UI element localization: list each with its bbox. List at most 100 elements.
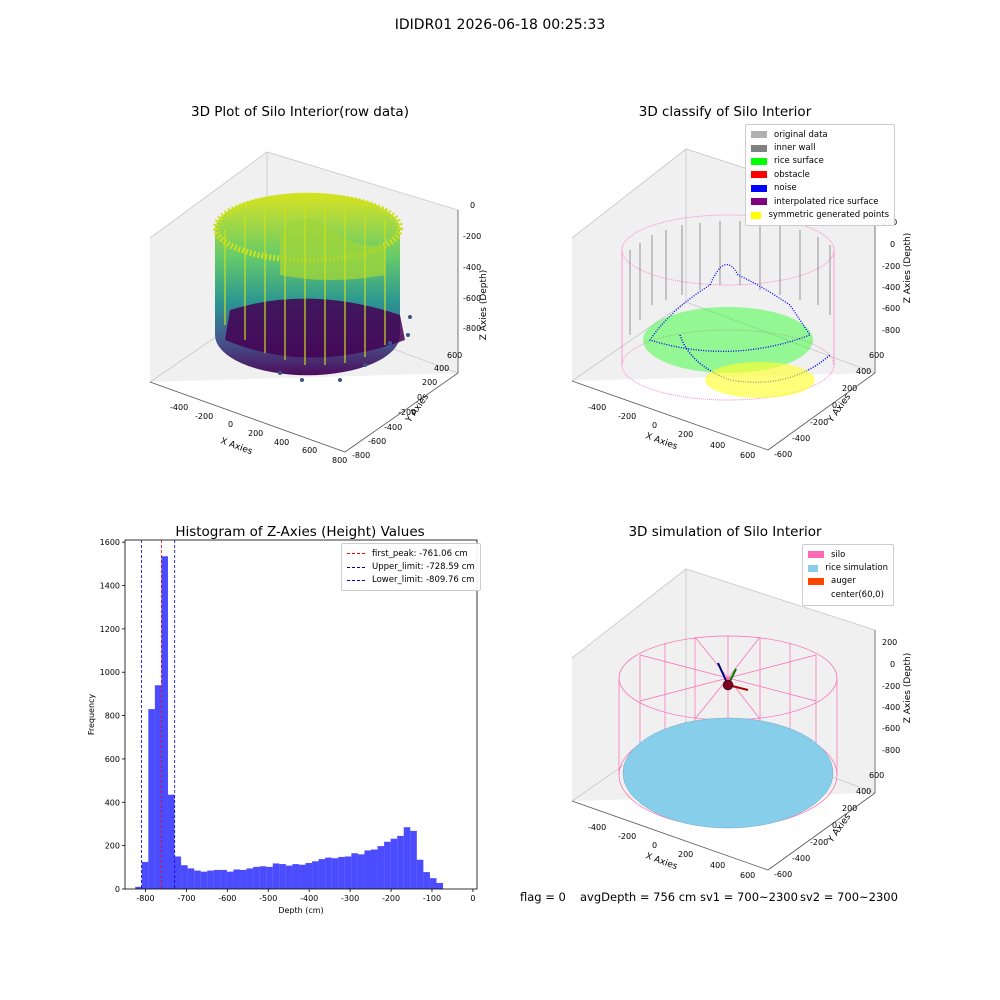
classify-x-label: X Axies [644,431,679,452]
legend-label: silo [831,549,846,560]
simulation-ytick: 400 [856,787,871,796]
histogram-bar [364,850,371,889]
legend-line-swatch [347,553,365,555]
classify-xtick: -400 [588,403,606,412]
raw-ytick: -400 [384,423,402,432]
histogram-bar [200,871,208,889]
raw-panel-title: 3D Plot of Silo Interior(row data) [191,104,409,120]
raw-ztick: -200 [463,232,481,241]
simulation-xtick: 200 [678,850,693,859]
silo-wireframe [618,635,838,828]
histogram-bar [416,859,424,889]
raw-ztick: 0 [470,201,475,210]
legend-entry: noise [751,182,889,195]
raw-z-ticks: 0 -200 -400 -600 -800 [463,201,481,333]
raw-silo-points [213,192,412,382]
raw-x-ticks: -400 -200 0 200 400 600 800 [170,403,347,465]
x-tick-label: -500 [259,894,277,903]
y-tick-label: 1200 [100,625,120,634]
y-tick-label: 1000 [100,668,120,677]
classify-ztick: 0 [890,240,895,249]
simulation-y-ticks: -600 -400 -200 0 200 400 600 [774,771,884,879]
legend-entry: obstacle [751,168,889,181]
simulation-ztick: -400 [882,703,900,712]
histogram-bar [436,882,444,889]
y-tick-label: 200 [105,842,120,851]
simulation-panel-title: 3D simulation of Silo Interior [628,524,822,540]
simulation-xtick: 600 [740,871,755,880]
classify-xtick: 0 [652,421,657,430]
histogram-bar [292,864,299,889]
classify-panel-title: 3D classify of Silo Interior [638,104,812,120]
histogram-bar [357,854,365,889]
classify-ytick: 0 [832,401,837,410]
x-tick-label: -400 [300,894,318,903]
histogram-bar [161,556,168,889]
raw-ztick: -600 [463,294,481,303]
y-tick-label: 800 [105,712,120,721]
raw-xtick: 800 [332,456,347,465]
rice-simulation-surface [622,717,834,829]
raw-x-label: X Axies [219,436,254,457]
legend-swatch [751,144,767,152]
simulation-z-label: Z Axies (Depth) [903,653,913,724]
legend-entry: auger [808,575,888,588]
histogram-bar [305,862,313,889]
histogram-bar [377,846,385,889]
legend-label: original data [774,129,828,140]
classify-ytick: 200 [842,384,857,393]
raw-ytick: -200 [398,408,416,417]
classify-legend: original data inner wall rice surface ob… [745,124,895,226]
histogram-bar [423,872,430,889]
figure-title: IDIDR01 2026-06-18 00:25:33 [394,17,606,33]
raw-y-ticks: -800 -600 -400 -200 0 200 400 600 [352,351,462,460]
histogram-bar [154,685,162,889]
classify-y-label: Y Axies [826,392,854,425]
raw-xtick: 600 [302,446,317,455]
histogram-bar [370,849,378,889]
legend-entry: original data [751,128,889,141]
simulation-xtick: -200 [618,832,636,841]
simulation-ytick: -400 [792,854,810,863]
legend-label: symmetric generated points [768,210,889,221]
classify-ztick: -400 [882,283,900,292]
legend-entry: silo [808,548,888,561]
histogram-bars [135,556,444,889]
histogram-y-label: Frequency [87,694,96,736]
simulation-z-ticks: 200 0 -200 -400 -600 -800 [882,638,900,755]
histogram-bar [141,861,149,889]
legend-label: obstacle [774,169,810,180]
raw-xtick: -200 [195,412,213,421]
classify-xtick: 600 [740,451,755,460]
histogram-bar [331,858,339,889]
legend-swatch [751,198,767,206]
histogram-bar [279,864,286,889]
legend-entry: center(60,0) [808,588,888,601]
histogram-bar [226,871,234,889]
simulation-ztick: -800 [882,746,900,755]
classify-xtick: 400 [710,441,725,450]
x-tick-label: -600 [218,894,236,903]
raw-xtick: 0 [228,420,233,429]
histogram-bar [285,865,293,889]
raw-ytick: 600 [447,351,462,360]
legend-entry: interpolated rice surface [751,195,889,208]
histogram-bar [148,709,155,889]
histogram-bar [220,869,227,889]
histogram-reference-lines [141,540,176,889]
histogram-bar [181,865,188,889]
x-tick-label: -800 [136,894,154,903]
raw-ytick: -600 [368,437,386,446]
histogram-bar [312,861,319,889]
x-tick-label: -300 [341,894,359,903]
histogram-title: Histogram of Z-Axies (Height) Values [175,524,425,540]
raw-ztick: -400 [463,263,481,272]
histogram-bar [318,859,326,889]
raw-ytick: 0 [417,393,422,402]
simulation-legend: silo rice simulation auger center(60,0) [802,544,894,606]
legend-label: Lower_limit: -809.76 cm [372,575,475,586]
y-tick-label: 0 [115,885,120,894]
classify-ztick: -600 [882,304,900,313]
legend-label: rice surface [774,156,824,167]
legend-swatch [751,171,767,179]
